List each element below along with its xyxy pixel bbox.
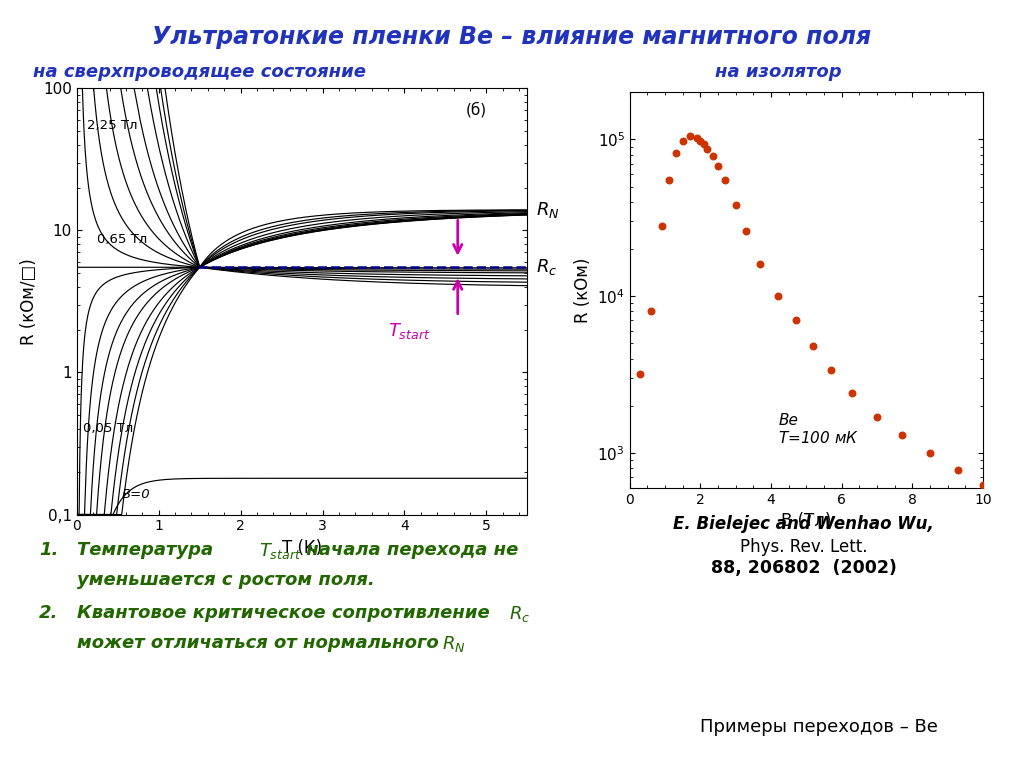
Point [710,160,726,172]
Point [675,135,691,147]
Text: 1.: 1. [39,541,58,559]
Text: $\boldsymbol{R_c}$: $\boldsymbol{R_c}$ [536,257,557,277]
Text: на изолятор: на изолятор [715,63,842,81]
Text: $\boldsymbol{T_{start}}$: $\boldsymbol{T_{start}}$ [388,321,431,341]
Point [950,464,967,476]
Text: начала перехода не: начала перехода не [300,541,518,559]
Point [632,368,648,380]
Text: (б): (б) [466,102,487,118]
Text: на сверхпроводящее состояние: на сверхпроводящее состояние [33,63,367,81]
Text: 0,05 Тл: 0,05 Тл [83,422,133,435]
Point [699,143,716,155]
X-axis label: T (К): T (К) [282,539,323,557]
Point [805,340,821,353]
Point [717,174,733,186]
Text: Примеры переходов – Be: Примеры переходов – Be [700,718,938,736]
Text: $T_{start}$: $T_{start}$ [259,541,302,561]
Text: Ультратонкие пленки Be – влияние магнитного поля: Ультратонкие пленки Be – влияние магнитн… [153,25,871,48]
X-axis label: B (Тл): B (Тл) [781,512,831,530]
Point [660,174,677,186]
Point [643,305,659,317]
Point [922,447,938,459]
Y-axis label: R (кОм/□): R (кОм/□) [19,258,38,345]
Point [770,290,786,303]
Point [695,138,712,151]
Text: 2.: 2. [39,604,58,622]
Text: Phys. Rev. Lett.: Phys. Rev. Lett. [740,538,867,555]
Text: $R_c$: $R_c$ [509,604,530,624]
Point [653,220,670,232]
Text: 2,25 Тл: 2,25 Тл [87,119,137,131]
Text: Квантовое критическое сопротивление: Квантовое критическое сопротивление [77,604,496,622]
Point [868,411,885,423]
Text: может отличаться от нормального: может отличаться от нормального [77,634,444,651]
Point [738,225,755,237]
Point [682,130,698,142]
Text: $R_N$: $R_N$ [442,634,466,654]
Point [894,429,910,441]
Text: Be
$T$=100 мК: Be $T$=100 мК [778,413,859,446]
Point [689,132,706,144]
Text: B=0: B=0 [122,488,151,502]
Point [727,199,743,211]
Text: $\boldsymbol{R_N}$: $\boldsymbol{R_N}$ [536,200,559,220]
Text: 88, 206802  (2002): 88, 206802 (2002) [711,559,897,577]
Point [753,258,769,270]
Text: E. Bielejec and Wenhao Wu,: E. Bielejec and Wenhao Wu, [674,515,934,532]
Point [823,363,840,376]
Point [705,150,721,162]
Point [975,479,991,492]
Y-axis label: R (кОм): R (кОм) [573,257,592,323]
Text: уменьшается с ростом поля.: уменьшается с ростом поля. [77,571,375,588]
Text: 0,65 Тл: 0,65 Тл [97,233,147,246]
Point [844,387,860,399]
Point [692,134,709,147]
Point [787,314,804,326]
Point [668,147,684,159]
Text: Температура: Температура [77,541,219,559]
